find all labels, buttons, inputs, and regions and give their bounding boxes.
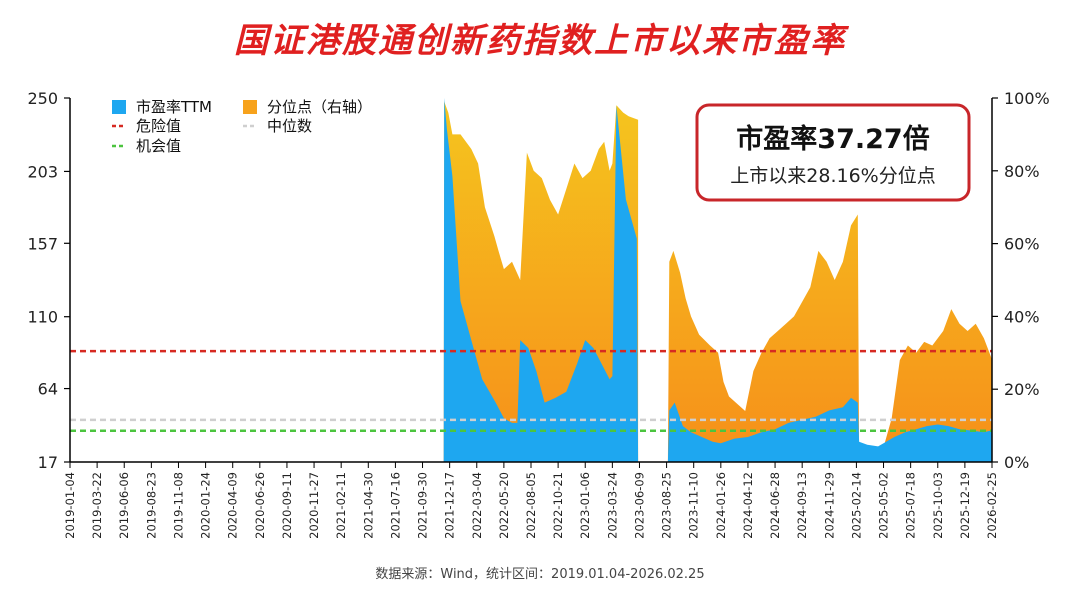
x-tick-label: 2023-08-25 (660, 472, 674, 539)
x-tick-label: 2025-05-02 (877, 472, 891, 539)
x-tick-label: 2020-11-27 (307, 472, 321, 539)
x-tick-label: 2023-11-10 (687, 472, 701, 539)
legend-label: 分位点（右轴） (267, 98, 372, 116)
x-tick-label: 2025-10-03 (931, 472, 945, 539)
x-tick-label: 2021-12-17 (443, 472, 457, 539)
x-tick-label: 2023-03-24 (605, 472, 619, 539)
x-tick-label: 2024-06-28 (768, 472, 782, 539)
x-tick-label: 2022-10-21 (551, 472, 565, 539)
x-tick-label: 2019-01-04 (63, 472, 77, 539)
x-tick-label: 2023-01-06 (578, 472, 592, 539)
legend-label: 危险值 (136, 117, 181, 135)
x-tick-label: 2019-11-08 (171, 472, 185, 539)
left-tick-label: 203 (27, 162, 58, 181)
annotation-box (695, 103, 971, 202)
x-tick-label: 2020-09-11 (280, 472, 294, 539)
legend-label: 机会值 (136, 137, 181, 155)
x-tick-label: 2021-07-16 (388, 472, 402, 539)
x-tick-label: 2022-03-04 (470, 472, 484, 539)
legend-label: 市盈率TTM (136, 98, 212, 116)
x-tick-label: 2024-11-29 (822, 472, 836, 539)
pe-ttm-area (443, 98, 992, 462)
legend-swatch (112, 100, 126, 114)
right-tick-label: 40% (1004, 307, 1040, 326)
right-tick-label: 80% (1004, 162, 1040, 181)
x-tick-label: 2021-02-11 (334, 472, 348, 539)
x-tick-label: 2026-02-25 (985, 472, 999, 539)
legend-swatch (243, 100, 257, 114)
left-tick-label: 17 (38, 453, 58, 472)
x-tick-label: 2025-12-19 (958, 472, 972, 539)
annotation-percentile: 上市以来28.16%分位点 (730, 165, 935, 187)
legend-label: 中位数 (267, 117, 312, 135)
plot-area: 17 64 110 157 203 250 0% 20% 40% 60% 80% 100% 2019-0… (27, 89, 1049, 539)
x-tick-label: 2020-01-24 (199, 472, 213, 539)
x-tick-label: 2021-09-30 (416, 472, 430, 539)
annotation-pe: 市盈率37.27倍 (736, 123, 929, 155)
left-tick-label: 64 (38, 380, 58, 399)
x-tick-label: 2022-08-05 (524, 472, 538, 539)
x-tick-label: 2023-06-09 (632, 472, 646, 539)
x-tick-label: 2020-04-09 (226, 472, 240, 539)
right-tick-label: 20% (1004, 380, 1040, 399)
right-tick-label: 0% (1004, 453, 1029, 472)
x-tick-label: 2019-08-23 (144, 472, 158, 539)
x-tick-label: 2025-02-14 (849, 472, 863, 539)
right-tick-label: 60% (1004, 235, 1040, 254)
left-tick-label: 250 (27, 89, 58, 108)
x-tick-label: 2019-03-22 (90, 472, 104, 539)
x-tick-label: 2022-05-20 (497, 472, 511, 539)
x-tick-label: 2021-04-30 (361, 472, 375, 539)
source-note: 数据来源：Wind，统计区间：2019.01.04-2026.02.25 (375, 567, 704, 582)
x-tick-label: 2020-06-26 (253, 472, 267, 539)
right-tick-label: 100% (1004, 89, 1050, 108)
chart-title: 国证港股通创新药指数上市以来市盈率 (234, 21, 850, 61)
x-tick-label: 2019-06-06 (117, 472, 131, 539)
x-tick-label: 2025-07-18 (904, 472, 918, 539)
x-tick-label: 2024-04-12 (741, 472, 755, 539)
left-tick-label: 157 (27, 234, 58, 253)
x-tick-label: 2024-01-26 (714, 472, 728, 539)
x-tick-label: 2024-09-13 (795, 472, 809, 539)
left-tick-label: 110 (27, 308, 58, 327)
